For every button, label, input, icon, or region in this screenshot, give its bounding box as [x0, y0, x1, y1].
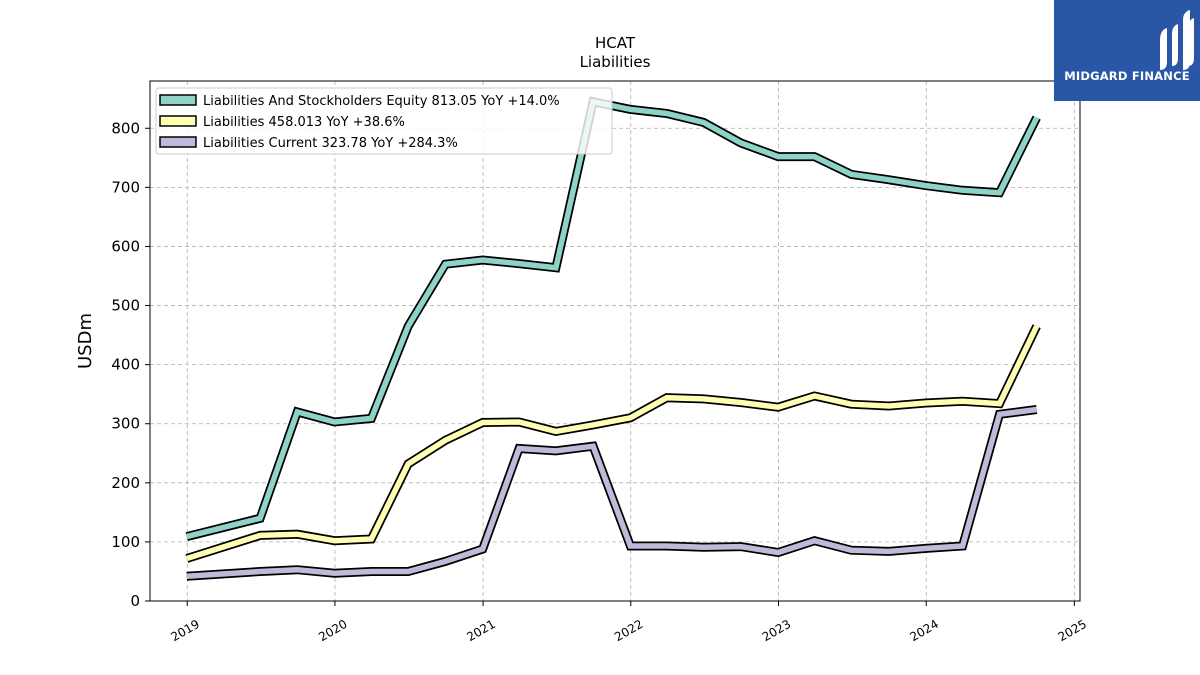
plot-frame: [149, 80, 1081, 602]
series-line: [186, 406, 1038, 579]
y-axis-label: USDm: [75, 313, 96, 369]
series-line: [185, 325, 1040, 562]
y-tick-label: 400: [111, 356, 140, 374]
midgard-finance-logo: MIDGARD FINANCE: [1054, 0, 1200, 101]
legend-label: Liabilities Current 323.78 YoY +284.3%: [203, 136, 458, 151]
series-line: [186, 98, 1040, 540]
series-liabilities-current: [186, 405, 1038, 581]
series-line-outline: [185, 324, 1041, 563]
x-axis: 2019 2020 2021 2022 2023 2024 2025: [169, 601, 1089, 644]
x-tick-label: 2021: [464, 617, 497, 644]
x-tick-label: 2024: [907, 617, 940, 644]
chart-subtitle: Liabilities: [580, 53, 651, 71]
grid: [150, 81, 1080, 601]
y-tick-label: 700: [111, 178, 140, 196]
legend-label: Liabilities 458.013 YoY +38.6%: [203, 115, 405, 130]
logo-mark-icon: [1160, 10, 1194, 70]
series-liabilities-and-stockholders-equity: [185, 96, 1041, 541]
y-tick-label: 500: [111, 297, 140, 315]
x-tick-label: 2019: [169, 617, 202, 644]
series-line-outline: [185, 96, 1041, 541]
logo-text: MIDGARD FINANCE: [1064, 69, 1190, 83]
y-axis: 0 100 200 300 400 500 600 700 800: [111, 119, 150, 610]
y-tick-label: 100: [111, 533, 140, 551]
legend-box: [155, 87, 613, 155]
legend: Liabilities And Stockholders Equity 813.…: [155, 87, 613, 155]
legend-swatch: [159, 136, 197, 148]
x-tick-label: 2025: [1056, 617, 1089, 644]
chart-title: HCAT: [595, 34, 636, 52]
y-tick-label: 200: [111, 474, 140, 492]
x-tick-label: 2023: [760, 617, 793, 644]
x-tick-label: 2022: [612, 617, 645, 644]
legend-label: Liabilities And Stockholders Equity 813.…: [203, 94, 560, 109]
y-tick-label: 300: [111, 415, 140, 433]
y-tick-label: 600: [111, 237, 140, 255]
series-liabilities: [185, 324, 1041, 563]
legend-swatch: [159, 94, 197, 106]
y-tick-label: 0: [130, 592, 140, 610]
legend-swatch: [159, 115, 197, 127]
x-tick-label: 2020: [316, 617, 349, 644]
series-layer: [185, 96, 1041, 581]
y-tick-label: 800: [111, 119, 140, 137]
